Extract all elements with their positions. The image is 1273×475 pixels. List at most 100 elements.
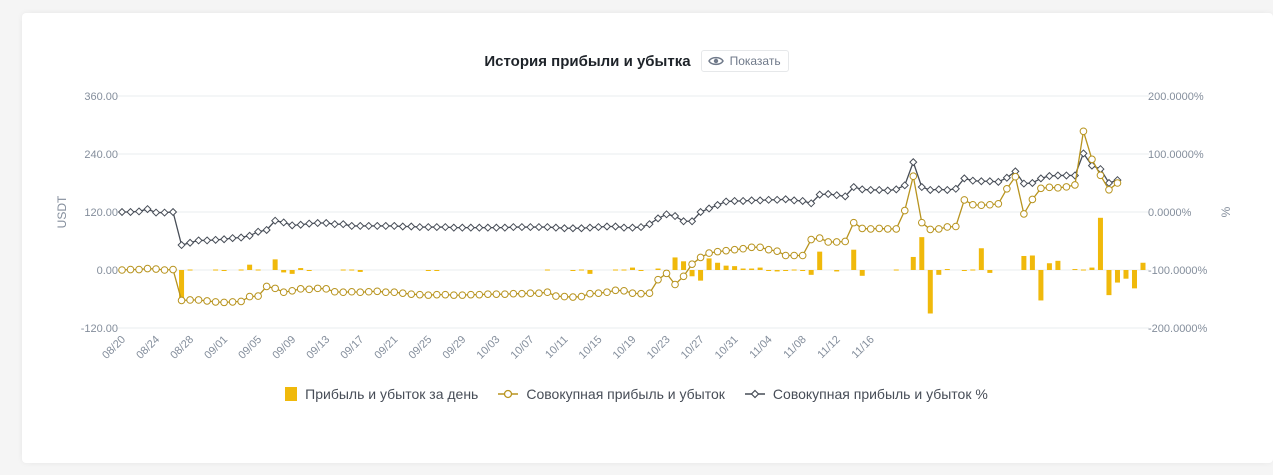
legend-label-cumulative: Совокупная прибыль и убыток (526, 386, 725, 402)
cumulative-pct-point (773, 195, 782, 204)
cumulative-pct-point (271, 216, 280, 225)
cumulative-point (926, 225, 935, 234)
daily-pnl-bar (681, 261, 687, 270)
daily-pnl-bar (1072, 269, 1078, 271)
cumulative-point (858, 224, 867, 233)
y-tick-label-right: 100.0000% (1148, 149, 1204, 161)
cumulative-point (764, 245, 773, 254)
cumulative-point (560, 292, 569, 301)
cumulative-point (1088, 155, 1096, 164)
cumulative-pct-point (509, 222, 518, 232)
cumulative-pct-point (713, 200, 722, 210)
cumulative-pct-point (764, 195, 773, 204)
cumulative-pct-point (347, 221, 356, 231)
cumulative-pct-point (373, 221, 382, 231)
cumulative-point (679, 272, 688, 281)
cumulative-pct-point (883, 186, 892, 195)
cumulative-pct-point (926, 185, 935, 195)
cumulative-point (662, 269, 671, 278)
cumulative-point (194, 296, 203, 304)
cumulative-point (288, 286, 296, 295)
daily-pnl-bar (255, 269, 261, 271)
cumulative-point (824, 238, 832, 246)
cumulative-point (526, 289, 535, 298)
cumulative-pct-point (790, 196, 799, 205)
cumulative-point (152, 265, 160, 273)
daily-pnl-bar (357, 270, 363, 272)
daily-pnl-bar (766, 270, 772, 271)
cumulative-pct-point (543, 222, 552, 232)
cumulative-point (271, 284, 279, 293)
cumulative-pct-point (934, 185, 943, 194)
cumulative-pct-point (424, 222, 433, 232)
daily-pnl-bar (238, 269, 244, 271)
cumulative-point (952, 222, 960, 231)
daily-pnl-bar (706, 258, 712, 270)
cumulative-pct-point (262, 225, 271, 235)
show-button-label: Показать (729, 54, 781, 68)
cumulative-point (756, 243, 764, 252)
x-tick-label: 08/24 (134, 334, 162, 362)
y-tick-label-left: 120.00 (84, 207, 118, 219)
cumulative-point (118, 266, 126, 274)
daily-pnl-bar (944, 269, 950, 271)
daily-pnl-bar (783, 270, 789, 271)
cumulative-point (807, 235, 815, 244)
cumulative-point (262, 282, 271, 291)
cumulative-pct-point (747, 196, 756, 205)
daily-pnl-bar (723, 265, 729, 270)
daily-pnl-bar (791, 269, 797, 271)
daily-pnl-bar (272, 259, 278, 270)
cumulative-pct-point (279, 218, 288, 227)
legend-item-cumulative-pct[interactable]: Совокупная прибыль и убыток % (744, 386, 988, 402)
daily-pnl-bar (919, 237, 925, 270)
show-button[interactable]: Показать (700, 50, 789, 72)
y-tick-label-right: -200.0000% (1148, 323, 1208, 335)
chart-header: История прибыли и убытка Показать (0, 50, 1273, 72)
daily-pnl-bar (1055, 260, 1061, 270)
eye-icon (707, 56, 724, 66)
cumulative-pct-point (798, 196, 807, 206)
cumulative-point (688, 260, 696, 269)
daily-pnl-bar (936, 270, 942, 275)
cumulative-point (509, 289, 518, 298)
cumulative-pct-point (432, 222, 441, 232)
x-tick-label: 11/12 (815, 334, 842, 361)
cumulative-point (450, 291, 458, 299)
cumulative-pct-point (909, 158, 918, 167)
cumulative-pct-point (458, 223, 467, 232)
cumulative-pct-point (756, 196, 765, 205)
y-tick-label-left: 0.00 (97, 265, 118, 277)
daily-pnl-bar (612, 269, 618, 271)
cumulative-point (467, 290, 475, 299)
daily-pnl-bar (298, 268, 304, 270)
y-tick-label-right: 200.0000% (1148, 91, 1204, 103)
y-tick-label-left: -120.00 (81, 323, 118, 335)
cumulative-point (296, 285, 305, 293)
cumulative-point (696, 253, 705, 262)
cumulative-pct-point (1019, 179, 1028, 188)
cumulative-point (1011, 172, 1020, 181)
cumulative-pct-point (500, 223, 509, 232)
cumulative-point (671, 280, 679, 289)
legend-swatch-cumulative (498, 389, 519, 399)
cumulative-point (798, 251, 807, 260)
x-tick-label: 10/11 (543, 334, 570, 361)
daily-pnl-bar (978, 248, 984, 270)
cumulative-point (1096, 171, 1105, 180)
cumulative-pct-point (611, 222, 620, 231)
cumulative-point (237, 297, 245, 306)
daily-pnl-bar (1046, 263, 1052, 270)
x-tick-label: 11/08 (781, 334, 808, 361)
daily-pnl-bar (349, 269, 355, 271)
cumulative-pct-point (585, 223, 595, 232)
cumulative-pct-point (151, 208, 161, 217)
cumulative-point (577, 292, 586, 301)
cumulative-pct-point (449, 223, 458, 232)
y-tick-label-left: 240.00 (84, 149, 118, 161)
legend-item-daily[interactable]: Прибыль и убыток за день (285, 386, 478, 402)
legend-item-cumulative[interactable]: Совокупная прибыль и убыток (498, 386, 725, 402)
cumulative-pct-point (492, 223, 501, 232)
cumulative-pct-point (313, 218, 322, 228)
